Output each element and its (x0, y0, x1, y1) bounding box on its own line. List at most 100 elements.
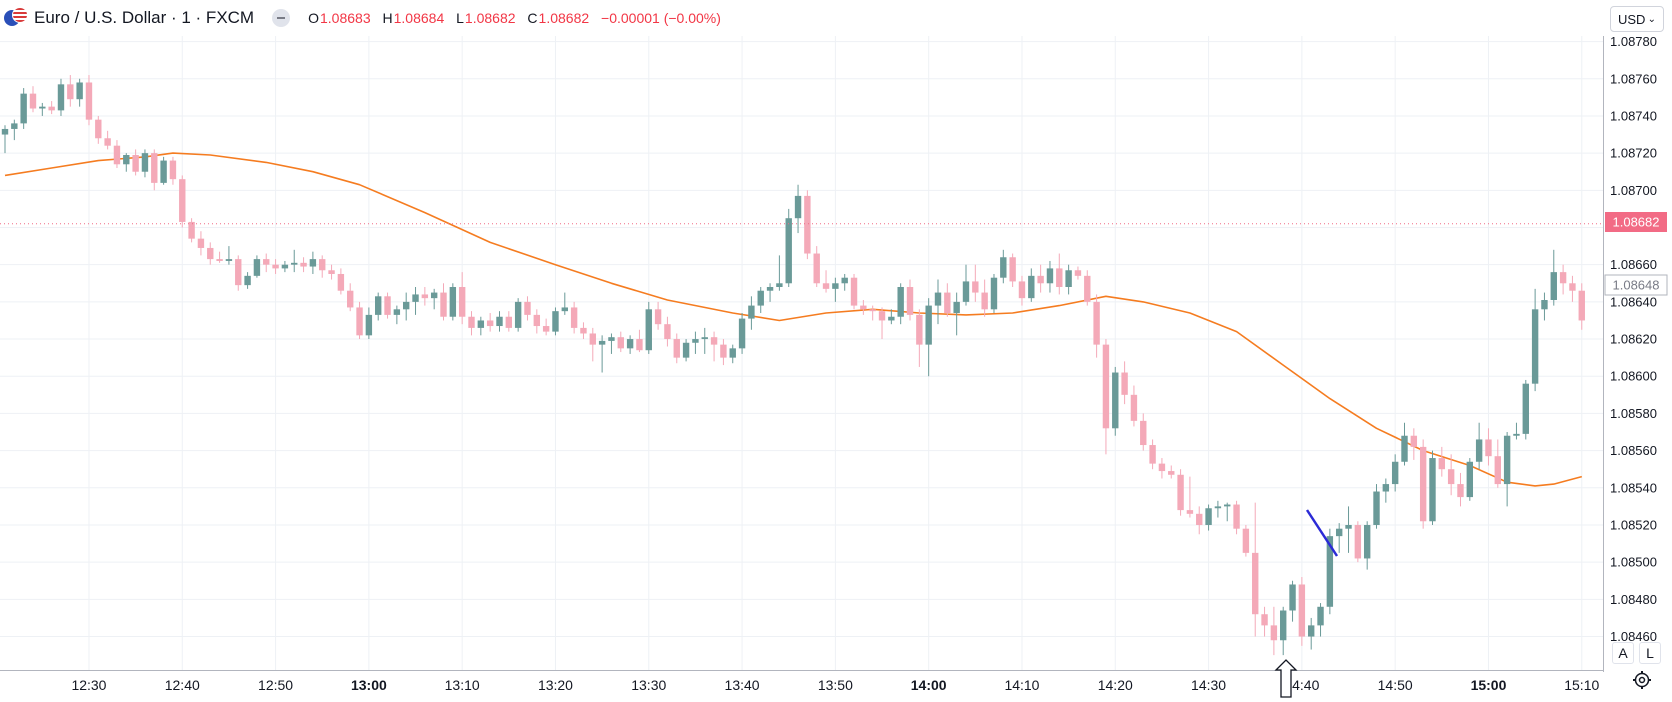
candle (934, 279, 942, 325)
candle (804, 190, 811, 260)
gear-icon[interactable] (1632, 670, 1652, 690)
candle-body (1457, 484, 1464, 498)
candle-body (1168, 471, 1175, 475)
chart-header: Euro / U.S. Dollar · 1 · FXCM O1.08683 H… (0, 0, 729, 36)
candle-body (1345, 524, 1352, 529)
candle-body (906, 286, 914, 315)
candle (95, 115, 102, 144)
candle (850, 273, 858, 310)
candle-body (216, 259, 223, 261)
price-tick-label: 1.08560 (1610, 443, 1657, 458)
candle-body (1335, 528, 1343, 537)
candle-body (636, 339, 643, 351)
candle (542, 318, 550, 336)
candle (962, 264, 970, 306)
candle (1140, 413, 1147, 451)
auto-scale-button[interactable]: A (1612, 642, 1634, 664)
candle-body (1037, 275, 1044, 284)
time-tick-label: 12:30 (71, 677, 106, 693)
candle-body (39, 106, 46, 109)
candle (617, 331, 624, 353)
candle (1093, 294, 1100, 358)
price-tick-label: 1.08480 (1610, 592, 1657, 607)
time-marker-arrow-icon[interactable] (1274, 659, 1298, 698)
candle (1000, 249, 1007, 284)
time-axis[interactable]: 12:30 12:40 12:50 13:00 13:10 13:20 13:30 13:40… (71, 677, 1599, 693)
candle (524, 296, 531, 321)
currency-select[interactable]: USD ⌄ (1610, 6, 1664, 32)
candle-body (1102, 344, 1110, 429)
candle (710, 331, 718, 362)
candle (11, 119, 18, 141)
candle-body (710, 337, 718, 345)
minus-icon (277, 17, 286, 19)
candle (748, 296, 755, 330)
candle (972, 264, 979, 302)
candle (347, 283, 354, 312)
candle-body (319, 259, 326, 271)
candle (1531, 288, 1539, 392)
candle (1298, 577, 1306, 646)
price-tick-label: 1.08660 (1610, 257, 1657, 272)
candle (1280, 606, 1287, 656)
candle (1056, 253, 1063, 295)
moving-average (4, 152, 1583, 487)
candle (701, 327, 708, 354)
collapse-legend-button[interactable] (272, 9, 291, 27)
candle-body (692, 339, 699, 343)
candle (1578, 283, 1585, 330)
log-scale-button[interactable]: L (1639, 642, 1661, 664)
candle (76, 78, 83, 107)
candle (916, 309, 923, 367)
candle (1149, 439, 1156, 470)
candle (1102, 339, 1110, 455)
candle-body (673, 339, 680, 358)
trend-line-drawing[interactable] (1305, 509, 1339, 557)
crosshair-price-badge: 1.08648 (1604, 274, 1668, 296)
last-price-badge: 1.08682 (1605, 212, 1667, 232)
candle-body (552, 311, 559, 332)
candle-body (1158, 463, 1166, 472)
candle (85, 75, 93, 126)
candle-body (944, 292, 951, 314)
candle (458, 272, 466, 325)
candle (906, 279, 914, 321)
candle-body (1270, 625, 1278, 641)
candle-body (645, 309, 652, 351)
last-price-label: 1.08682 (1613, 215, 1660, 230)
chart-grid (0, 36, 1603, 670)
candle (1541, 292, 1548, 321)
candle-body (365, 314, 373, 336)
candle-body (1028, 275, 1035, 299)
candle (822, 270, 830, 293)
time-tick-label: 14:50 (1378, 677, 1413, 693)
candle (1158, 458, 1166, 479)
candle-body (85, 82, 93, 120)
change-value: −0.00001 (−0.00%) (601, 10, 721, 26)
candle (393, 305, 401, 325)
candle (1130, 385, 1138, 427)
candle (533, 309, 541, 334)
price-axis[interactable]: 1.08460 1.08480 1.08500 1.08520 1.08540 1.085… (1610, 34, 1657, 644)
time-tick-label: 14:20 (1098, 677, 1133, 693)
price-tick-label: 1.08460 (1610, 629, 1657, 644)
candle-body (1550, 272, 1557, 301)
high-value: 1.08684 (393, 10, 445, 26)
candle (263, 253, 270, 273)
candle (1224, 502, 1231, 522)
candle-body (412, 294, 419, 302)
candle (1074, 266, 1082, 280)
candle-body (1280, 610, 1287, 641)
candle-body (477, 320, 485, 328)
candle-body (1177, 474, 1184, 511)
symbol-title[interactable]: Euro / U.S. Dollar · 1 · FXCM (34, 8, 255, 27)
candle-body (1494, 456, 1501, 485)
candle-body (524, 301, 531, 315)
close-key: C (527, 10, 538, 26)
candle-body (1233, 504, 1240, 529)
candle (356, 301, 363, 340)
candle-body (1317, 606, 1324, 626)
candle-body (1093, 301, 1100, 345)
candle (412, 286, 419, 315)
